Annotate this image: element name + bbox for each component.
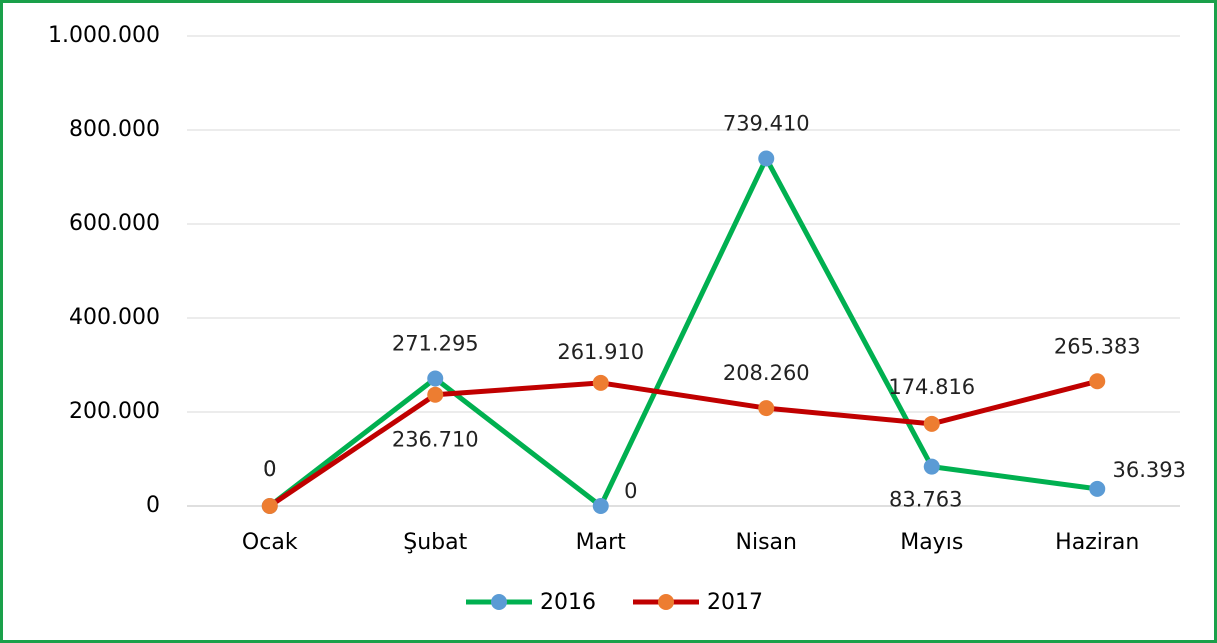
x-tick-label: Şubat xyxy=(403,530,467,555)
y-tick-label: 1.000.000 xyxy=(48,23,160,48)
data-point xyxy=(758,400,775,417)
data-label: 261.910 xyxy=(557,340,644,364)
legend-marker xyxy=(491,594,507,610)
legend-marker xyxy=(658,594,674,610)
y-tick-label: 0 xyxy=(146,493,160,518)
data-point xyxy=(592,374,609,391)
data-label: 174.816 xyxy=(888,375,975,399)
data-point xyxy=(758,150,775,167)
x-tick-label: Nisan xyxy=(736,530,797,555)
data-label: 208.260 xyxy=(723,361,810,385)
data-point xyxy=(427,370,444,387)
series-line xyxy=(268,378,1098,509)
data-point xyxy=(1089,480,1106,497)
data-label: 36.393 xyxy=(1113,458,1186,482)
data-label: 739.410 xyxy=(723,111,810,135)
y-tick-label: 200.000 xyxy=(69,399,160,424)
y-tick-label: 800.000 xyxy=(69,117,160,142)
data-point xyxy=(923,458,940,475)
data-label: 83.763 xyxy=(889,488,962,512)
data-point xyxy=(923,415,940,432)
x-tick-label: Haziran xyxy=(1055,530,1139,555)
series-line xyxy=(268,155,1098,509)
data-label: 0 xyxy=(263,457,276,481)
x-tick-label: Ocak xyxy=(242,530,298,555)
legend-label: 2017 xyxy=(707,590,763,615)
data-point xyxy=(261,498,278,514)
data-label: 0 xyxy=(263,457,276,481)
data-label: 236.710 xyxy=(392,428,479,452)
data-label: 0 xyxy=(624,479,637,503)
data-label: 265.383 xyxy=(1054,334,1141,358)
x-tick-label: Mart xyxy=(576,530,627,555)
data-label: 271.295 xyxy=(392,331,479,355)
data-point xyxy=(592,498,609,514)
data-point xyxy=(1089,373,1106,390)
x-tick-label: Mayıs xyxy=(900,530,963,555)
legend-label: 2016 xyxy=(540,590,596,615)
y-tick-label: 600.000 xyxy=(69,211,160,236)
y-tick-label: 400.000 xyxy=(69,305,160,330)
data-point xyxy=(427,386,444,403)
